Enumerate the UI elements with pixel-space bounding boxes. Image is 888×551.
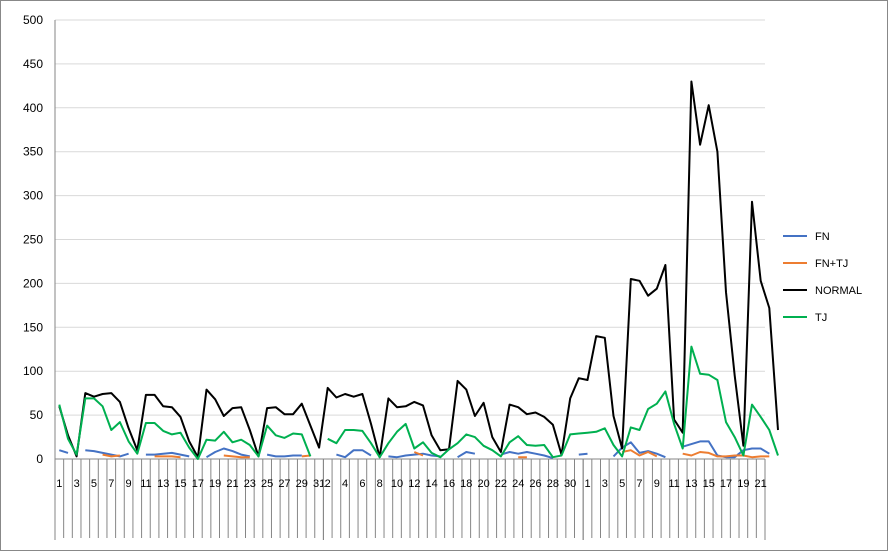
y-tick-label: 250 (23, 233, 43, 247)
x-tick-label: 11 (668, 478, 679, 490)
x-tick-label: 19 (737, 478, 749, 490)
y-tick-label: 100 (23, 364, 43, 378)
x-tick-label: 7 (108, 478, 114, 490)
x-axis: 1357911131517192123252729317246810121416… (54, 458, 767, 540)
x-tick-label: 5 (619, 478, 625, 490)
x-tick-label: 28 (547, 478, 559, 490)
y-tick-label: 300 (23, 189, 43, 203)
series-line-fn-tj (102, 449, 770, 459)
x-tick-label: 4 (342, 478, 348, 490)
x-tick-label: 15 (703, 478, 715, 490)
x-tick-label: 1 (584, 478, 590, 490)
y-tick-label: 200 (23, 276, 43, 290)
x-tick-label: 11 (140, 478, 151, 490)
y-tick-label: 450 (23, 57, 43, 71)
legend-label: FN (815, 231, 830, 243)
legend-label: NORMAL (815, 285, 862, 297)
x-tick-label: 30 (564, 478, 576, 490)
x-tick-label: 14 (426, 478, 438, 490)
x-tick-label: 9 (126, 478, 132, 490)
x-tick-label: 8 (377, 478, 383, 490)
x-tick-label: 26 (529, 478, 541, 490)
x-tick-label: 3 (602, 478, 608, 490)
series-line-tj (58, 345, 779, 460)
x-tick-label: 18 (460, 478, 472, 490)
x-tick-label: 9 (654, 478, 660, 490)
x-tick-label: 21 (226, 478, 238, 490)
x-tick-label: 2 (325, 478, 331, 490)
y-tick-label: 350 (23, 145, 43, 159)
x-tick-label: 29 (296, 478, 308, 490)
x-tick-label: 24 (512, 478, 524, 490)
x-tick-label: 16 (443, 478, 455, 490)
x-tick-label: 1 (56, 478, 62, 490)
legend-label: TJ (815, 312, 827, 324)
legend: FN FN+TJ NORMAL TJ (783, 231, 862, 324)
x-tick-label: 17 (720, 478, 732, 490)
x-tick-label: 7 (636, 478, 642, 490)
x-tick-label: 6 (359, 478, 365, 490)
x-tick-label: 13 (685, 478, 697, 490)
x-tick-label: 13 (157, 478, 169, 490)
x-tick-label: 20 (477, 478, 489, 490)
x-tick-label: 3 (74, 478, 80, 490)
y-axis: 0 50 100 150 200 250 300 350 400 450 500 (23, 13, 56, 466)
x-tick-label: 31 (313, 478, 325, 490)
gridlines (55, 19, 765, 460)
x-tick-label: 17 (192, 478, 204, 490)
y-tick-label: 0 (36, 452, 43, 466)
x-tick-label: 27 (278, 478, 290, 490)
x-tick-label: 5 (91, 478, 97, 490)
x-tick-label: 23 (244, 478, 256, 490)
series-line-normal (58, 80, 779, 459)
y-tick-label: 150 (23, 320, 43, 334)
x-tick-label: 19 (209, 478, 221, 490)
y-tick-label: 500 (23, 13, 43, 27)
y-tick-label: 400 (23, 101, 43, 115)
x-tick-label: 10 (391, 478, 403, 490)
x-tick-label: 15 (174, 478, 186, 490)
series-line-fn (59, 440, 770, 460)
y-tick-label: 50 (30, 408, 44, 422)
legend-label: FN+TJ (815, 258, 848, 270)
x-tick-label: 25 (261, 478, 273, 490)
x-tick-label: 22 (495, 478, 507, 490)
series-lines (58, 80, 779, 460)
x-tick-label: 21 (755, 478, 767, 490)
x-tick-label: 12 (408, 478, 420, 490)
